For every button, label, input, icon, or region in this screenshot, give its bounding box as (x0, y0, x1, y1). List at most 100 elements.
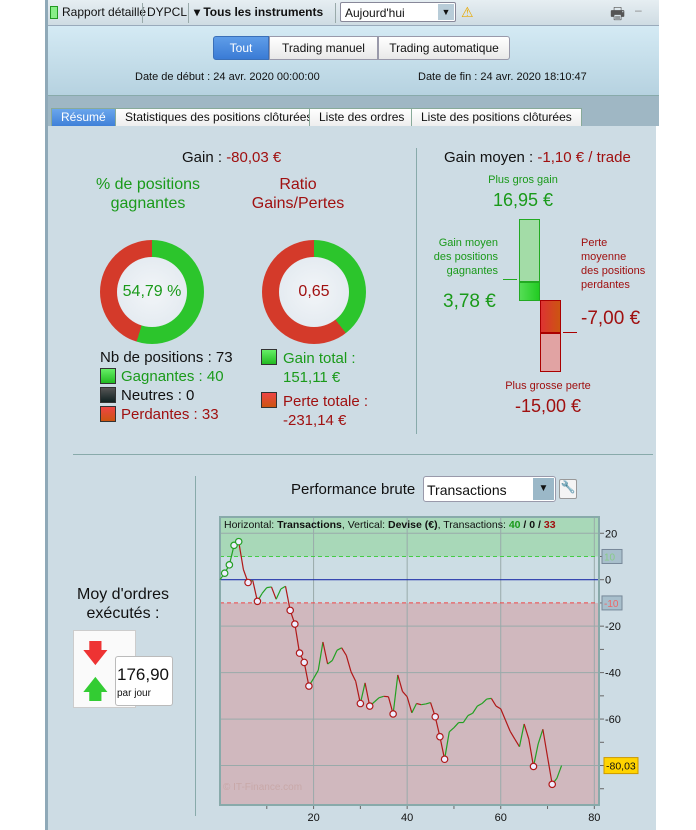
series-segment (523, 723, 530, 740)
losers-count: Perdantes : 33 (121, 406, 219, 423)
max-gain-label: Plus gros gain (488, 174, 558, 186)
caption-t-label: , Transactions: (437, 519, 509, 531)
average-gain-value: -1,10 € / trade (537, 149, 631, 166)
series-segment (453, 722, 460, 729)
end-date: Date de fin : 24 avr. 2020 18:10:47 (418, 71, 587, 83)
series-segment (495, 705, 502, 710)
trade-marker (286, 606, 294, 615)
series-segment (270, 586, 277, 600)
period-select[interactable]: Aujourd'hui ▼ (340, 2, 456, 22)
max-gain-bar (519, 219, 540, 282)
series-segment (500, 708, 506, 721)
avg-loss-bar (540, 300, 561, 333)
gain-total-swatch (261, 349, 277, 365)
chevron-down-icon[interactable]: ▼ (533, 478, 554, 500)
minimize-icon[interactable]: – (635, 3, 642, 17)
series-segment (364, 682, 371, 707)
trade-marker (389, 710, 397, 718)
loss-total-label: Perte totale : (283, 393, 369, 410)
series-segment (327, 660, 333, 665)
orders-value-box: 176,90 par jour (115, 656, 173, 706)
last-value-box (603, 757, 639, 775)
warning-icon[interactable]: ⚠ (461, 4, 474, 20)
trade-marker (365, 702, 374, 710)
chevron-down-icon[interactable]: ▼ (438, 4, 454, 20)
watermark: © IT-Finance.com (223, 782, 303, 793)
series-segment (261, 587, 268, 594)
series-segment (518, 723, 525, 747)
series-segment (416, 702, 422, 706)
series-segment (439, 736, 446, 760)
series-segment (402, 691, 408, 698)
series-segment (341, 647, 347, 656)
series-segment (406, 696, 413, 713)
series-segment (392, 674, 399, 715)
x-tick-label: 80 (588, 812, 600, 824)
start-date: Date de début : 24 avr. 2020 00:00:00 (135, 71, 320, 83)
series-segment (280, 585, 286, 590)
ratio-title: Ratio Gains/Pertes (251, 176, 345, 212)
avg-win-value: 3,78 € (443, 291, 496, 312)
avg-win-label: Gain moyen des positions gagnantes (433, 237, 498, 277)
band-label-box (601, 595, 623, 611)
gain-total-value: 151,11 € (283, 369, 341, 386)
trade-marker (295, 649, 304, 657)
perf-select[interactable]: Transactions ▼ (423, 476, 556, 502)
y-tick-label: -60 (605, 714, 621, 726)
series-segment (481, 698, 488, 704)
y-tick-label: 20 (605, 528, 617, 540)
y-tick-label: -40 (605, 668, 621, 680)
win-rate-value: 54,79 % (117, 257, 187, 327)
tab-bar: Résumé Statistiques des positions clôtur… (48, 96, 659, 126)
series-segment (397, 674, 404, 692)
caption-v-label: , Vertical: (341, 519, 388, 531)
tab-summary[interactable]: Résumé (51, 108, 116, 126)
losers-swatch (100, 406, 116, 422)
trade-marker (431, 712, 440, 721)
loss-total-swatch (261, 392, 277, 408)
trade-marker (234, 537, 243, 546)
account-button[interactable]: DYPCL (147, 5, 188, 19)
series-segment (350, 671, 357, 682)
arrow-down-icon: 🡇 (82, 638, 109, 668)
detailed-report-button[interactable]: Rapport détaillé (62, 5, 147, 19)
series-segment (425, 701, 431, 705)
max-loss-label: Plus grosse perte (505, 380, 591, 392)
trade-marker (436, 732, 444, 741)
gain-value: -80,03 € (226, 149, 282, 166)
series-segment (532, 743, 539, 767)
avg-loss-label: Perte moyenne des positions perdantes (581, 237, 646, 291)
x-tick-label: 60 (495, 812, 507, 824)
max-loss-value: -15,00 € (514, 396, 582, 416)
tab-closed-stats[interactable]: Statistiques des positions clôturées (115, 108, 323, 126)
caption-h-value: Transactions (277, 519, 342, 531)
wrench-icon[interactable]: 🔧 (559, 479, 577, 499)
trade-marker (291, 620, 299, 628)
tab-closed-positions[interactable]: Liste des positions clôturées (411, 108, 582, 126)
filter-auto-button[interactable]: Trading automatique (378, 36, 510, 60)
max-gain-value: 16,95 € (492, 190, 554, 210)
divider (73, 454, 653, 455)
ratio-donut: 0,65 (262, 240, 366, 344)
trade-marker (356, 699, 365, 708)
series-segment (374, 697, 380, 703)
series-segment (313, 669, 319, 679)
series-segment (345, 655, 352, 672)
series-segment (509, 730, 516, 740)
filter-all-button[interactable]: Tout (213, 36, 269, 60)
print-icon[interactable]: 🖶 (610, 6, 626, 23)
last-value-label: -80,03 (606, 761, 636, 773)
series-segment (546, 756, 553, 785)
performance-chart: 20 40 60 80 20 0 -20 -40 -60 10 -10 -80,03 (219, 516, 639, 824)
series-segment (467, 712, 473, 717)
trade-marker (225, 561, 234, 569)
instruments-dropdown[interactable]: ▾ Tous les instruments (194, 5, 324, 19)
series-segment (542, 729, 549, 758)
x-tick-label: 40 (401, 812, 413, 824)
chart-caption: Horizontal: Transactions, Vertical: Devi… (224, 519, 556, 531)
series-segment (448, 727, 455, 733)
series-segment (537, 729, 544, 745)
series-segment (528, 738, 535, 767)
filter-manual-button[interactable]: Trading manuel (269, 36, 378, 60)
average-gain-label: Gain moyen : (444, 149, 538, 166)
